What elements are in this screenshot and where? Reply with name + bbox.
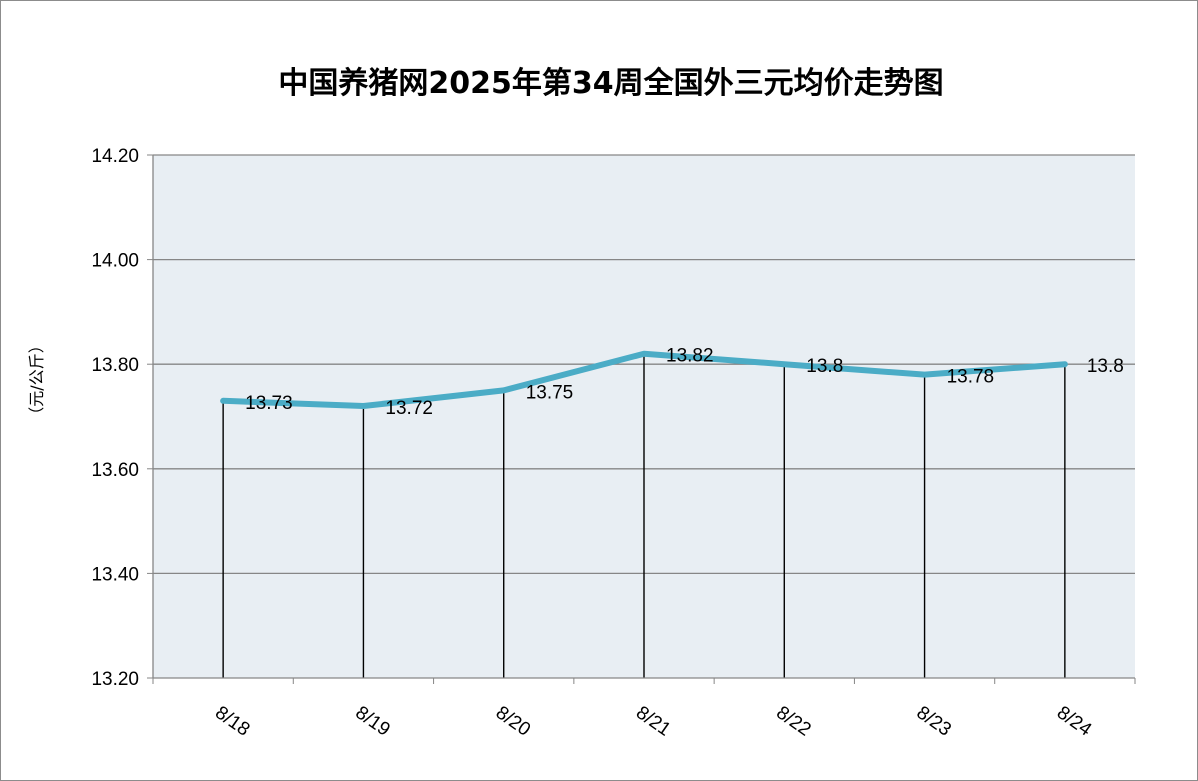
x-tick-label: 8/23 xyxy=(913,702,955,740)
y-tick-label: 14.00 xyxy=(91,251,139,272)
data-label: 13.8 xyxy=(1087,356,1124,377)
x-tick-label: 8/20 xyxy=(492,702,534,740)
data-label: 13.73 xyxy=(245,393,293,414)
y-tick-label: 13.60 xyxy=(91,460,139,481)
y-tick-label: 13.20 xyxy=(91,669,139,690)
y-tick-label: 14.20 xyxy=(91,146,139,167)
x-tick-label: 8/19 xyxy=(351,702,393,740)
data-label: 13.82 xyxy=(666,346,714,367)
x-tick-label: 8/24 xyxy=(1053,702,1096,741)
data-label: 13.78 xyxy=(947,367,995,388)
chart-title: 中国养猪网2025年第34周全国外三元均价走势图 xyxy=(278,66,943,101)
y-tick-label: 13.80 xyxy=(91,355,139,376)
x-tick-label: 8/21 xyxy=(632,702,674,740)
x-tick-label: 8/18 xyxy=(211,702,253,740)
data-label: 13.72 xyxy=(385,398,433,419)
data-label: 13.8 xyxy=(806,356,843,377)
x-tick-label: 8/22 xyxy=(772,702,814,740)
y-tick-label: 13.40 xyxy=(91,564,139,585)
series-line xyxy=(220,350,1068,410)
y-axis-label: （元/公斤） xyxy=(27,337,46,422)
data-label: 13.75 xyxy=(526,382,574,403)
